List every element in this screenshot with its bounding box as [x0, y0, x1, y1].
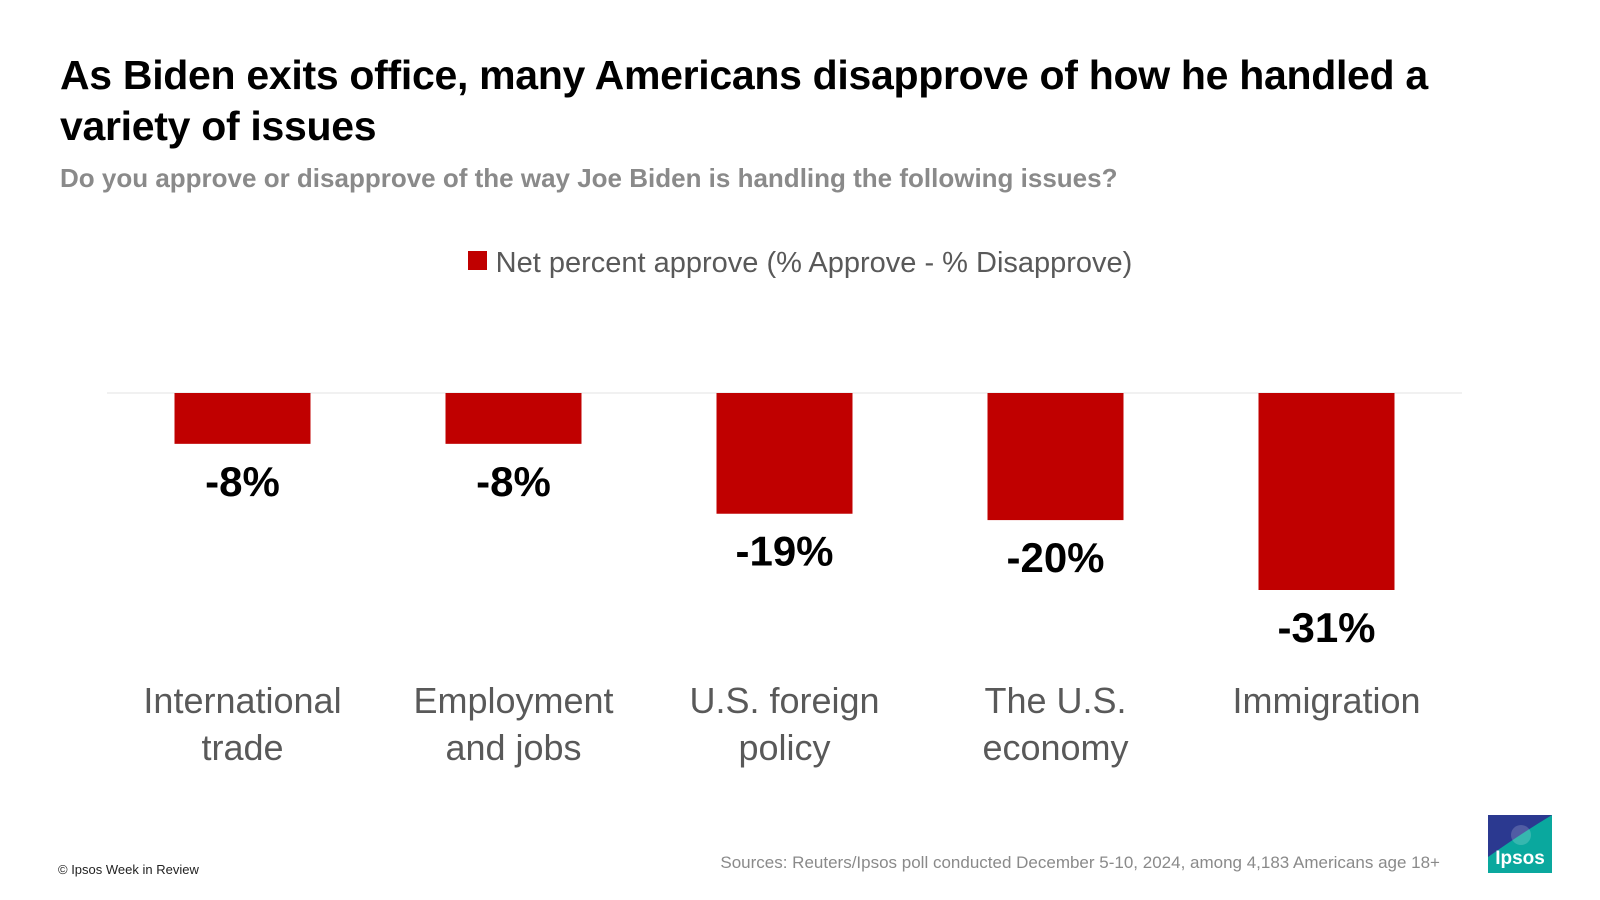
- category-label: The U.S. economy: [982, 680, 1128, 768]
- sources-note: Sources: Reuters/Ipsos poll conducted De…: [720, 853, 1440, 872]
- copyright-note: © Ipsos Week in Review: [58, 862, 199, 877]
- category-label-line: International: [143, 680, 341, 721]
- category-label: Immigration: [1232, 680, 1420, 721]
- bar-value-label: -31%: [1277, 604, 1375, 651]
- ipsos-logo: Ipsos: [1488, 815, 1552, 873]
- legend-label: Net percent approve (% Approve - % Disap…: [495, 247, 1133, 279]
- bar: [445, 393, 582, 444]
- category-label-line: The U.S.: [984, 680, 1126, 721]
- category-label-line: Immigration: [1232, 680, 1420, 721]
- logo-text: Ipsos: [1495, 848, 1545, 869]
- category-label: International trade: [143, 680, 341, 768]
- chart-subtitle: Do you approve or disapprove of the way …: [60, 163, 1118, 193]
- bar-value-label: -8%: [476, 458, 551, 505]
- bar-chart: -8% International trade -8% Employment and jo…: [107, 392, 1462, 768]
- bar: [1258, 393, 1395, 590]
- category-label-line: and jobs: [445, 727, 581, 768]
- bar: [174, 393, 311, 444]
- category-label-line: policy: [738, 727, 830, 768]
- legend-swatch: [467, 251, 487, 270]
- category-label-line: U.S. foreign: [689, 680, 879, 721]
- chart-title: As Biden exits office, many Americans di…: [60, 52, 1428, 149]
- bar-value-label: -19%: [735, 528, 833, 575]
- category-label: U.S. foreign policy: [689, 680, 879, 768]
- chart-legend: Net percent approve (% Approve - % Disap…: [0, 247, 1600, 280]
- bar-value-label: -8%: [205, 458, 280, 505]
- category-label-line: economy: [982, 727, 1128, 768]
- bar: [987, 393, 1124, 521]
- category-label-line: Employment: [413, 680, 613, 721]
- bar-value-label: -20%: [1006, 534, 1104, 581]
- category-label-line: trade: [201, 727, 283, 768]
- bar: [716, 393, 853, 514]
- category-label: Employment and jobs: [413, 680, 613, 768]
